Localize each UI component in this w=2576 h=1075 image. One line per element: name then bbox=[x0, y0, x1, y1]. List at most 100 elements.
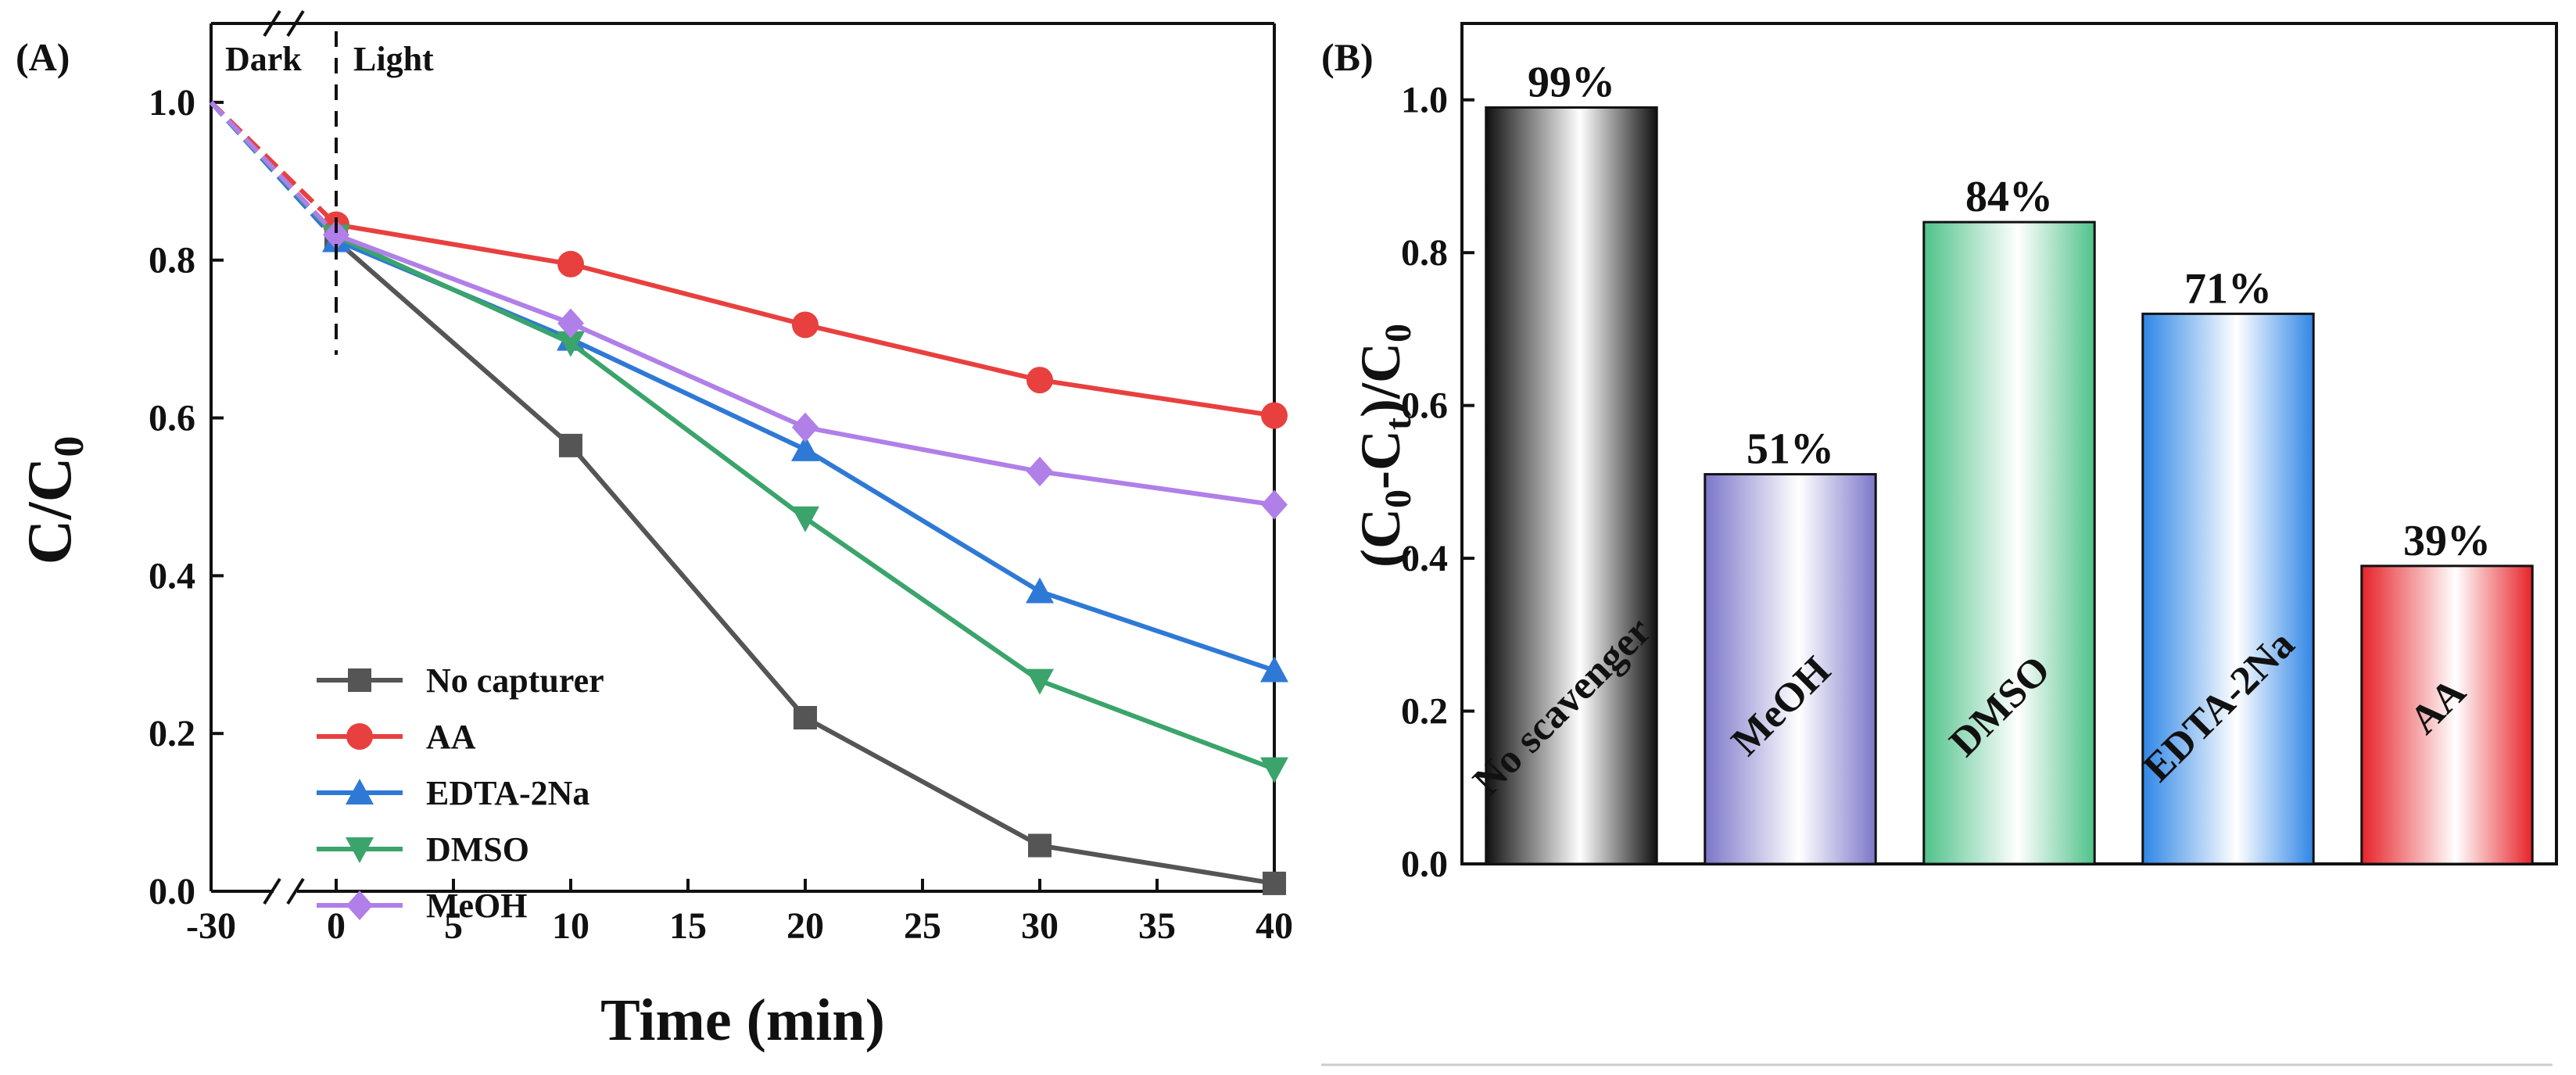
svg-text:C/C0: C/C0 bbox=[16, 436, 92, 565]
legend-marker bbox=[346, 890, 373, 920]
bar-chart-panel: (B) 0.00.20.40.60.81.0 99%No scavenger51… bbox=[1321, 22, 2558, 1066]
data-point bbox=[791, 435, 819, 461]
bar-chart-axes: 0.0 0.2 0.4 0.6 0.8 1.0 bbox=[1401, 22, 2558, 885]
y-tick-label: 0.4 bbox=[149, 555, 195, 597]
line-chart-axes bbox=[210, 9, 1276, 905]
bar-y-tick-label: 0.0 bbox=[1401, 844, 1448, 885]
series-meoh bbox=[209, 100, 1288, 520]
x-tick-label: 20 bbox=[786, 905, 824, 947]
legend-label: AA bbox=[426, 718, 476, 756]
bar-group: 99%No scavenger bbox=[1465, 59, 1660, 865]
data-point bbox=[1261, 489, 1288, 520]
legend-entry: No capturer bbox=[317, 661, 604, 700]
bar-value-label: 84% bbox=[1965, 173, 2053, 221]
legend-entry: EDTA-2Na bbox=[317, 774, 589, 812]
panel-label-b: (B) bbox=[1321, 35, 1374, 79]
y-tick-label: 0.6 bbox=[149, 398, 195, 439]
y-axis-title: C/C0 bbox=[16, 436, 92, 565]
legend-entry: MeOH bbox=[317, 887, 528, 925]
axis-break-top bbox=[263, 9, 305, 38]
dark-annotation: Dark bbox=[225, 40, 302, 78]
bar-value-label: 99% bbox=[1528, 59, 1615, 107]
y-tick-label: 1.0 bbox=[149, 82, 195, 124]
data-point bbox=[557, 308, 584, 339]
bar-y-title-sub-2: t bbox=[1378, 417, 1419, 430]
series-no-capturer bbox=[209, 100, 1286, 895]
data-point bbox=[1261, 402, 1288, 429]
series-aa bbox=[209, 100, 1288, 429]
bar bbox=[1704, 473, 1877, 865]
data-point bbox=[791, 506, 819, 532]
legend-label: MeOH bbox=[426, 887, 528, 925]
bar-y-title-part-1: (C bbox=[1349, 508, 1412, 568]
x-tick-label: -30 bbox=[186, 905, 236, 947]
bar-y-tick-label: 0.8 bbox=[1401, 232, 1448, 274]
legend-marker bbox=[348, 668, 371, 692]
bar-y-title-part-3: )/C bbox=[1349, 342, 1412, 417]
legend-label: No capturer bbox=[426, 661, 604, 700]
bar-y-tick-label: 0.6 bbox=[1401, 385, 1448, 427]
bar-group: 51%MeOH bbox=[1704, 425, 1877, 865]
data-point bbox=[1026, 577, 1054, 604]
bar bbox=[2360, 564, 2534, 865]
legend-marker bbox=[346, 837, 374, 863]
bar-y-axis-title: (C0-Ct)/C0 bbox=[1349, 324, 1419, 568]
series-line bbox=[335, 232, 1275, 507]
y-axis-title-main: C/C bbox=[16, 457, 84, 565]
data-point bbox=[557, 250, 584, 278]
data-point bbox=[794, 706, 817, 729]
legend-label: EDTA-2Na bbox=[426, 774, 589, 812]
line-chart-series bbox=[209, 100, 1288, 895]
x-tick-label: 10 bbox=[552, 905, 589, 947]
data-point bbox=[1260, 656, 1288, 683]
legend-marker bbox=[346, 723, 373, 750]
y-tick-label: 0.0 bbox=[149, 871, 195, 912]
bar-value-label: 39% bbox=[2403, 517, 2491, 565]
legend-label: DMSO bbox=[426, 830, 529, 869]
x-tick-label: 25 bbox=[904, 905, 941, 947]
line-chart-ticks: -30 0 5 10 15 20 25 30 35 40 0.0 0.2 0.4 0.6 0.8 1.0 bbox=[149, 82, 1293, 947]
bar bbox=[1922, 220, 2096, 865]
x-tick-label: 30 bbox=[1021, 905, 1059, 947]
data-point bbox=[1260, 757, 1288, 783]
data-point bbox=[1028, 833, 1052, 858]
svg-text:(C0-Ct)/C0: (C0-Ct)/C0 bbox=[1349, 324, 1419, 568]
series-dark-segment bbox=[209, 100, 339, 237]
bar-y-tick-label: 1.0 bbox=[1401, 80, 1448, 121]
bar-group: 71%EDTA-2Na bbox=[2135, 264, 2315, 865]
data-point bbox=[1026, 457, 1053, 487]
x-axis-title: Time (min) bbox=[600, 987, 885, 1053]
legend-entry: DMSO bbox=[317, 830, 529, 869]
legend-entry: AA bbox=[317, 718, 476, 756]
bar-y-tick-label: 0.2 bbox=[1401, 691, 1448, 733]
bar-value-label: 51% bbox=[1747, 425, 1834, 474]
x-tick-label: 35 bbox=[1138, 905, 1176, 947]
data-point bbox=[323, 220, 349, 250]
bar-group: 84%DMSO bbox=[1922, 173, 2096, 865]
data-point bbox=[792, 311, 819, 339]
line-chart-legend: No capturer AA EDTA-2Na DMSO MeOH bbox=[317, 661, 604, 925]
x-tick-label: 5 bbox=[444, 905, 463, 947]
data-point bbox=[557, 331, 585, 357]
line-chart-panel: (A) -30 0 5 10 15 20 25 30 35 40 0.0 0.2 0.4 0.6 0.8 1.… bbox=[16, 9, 1293, 1053]
bar-y-tick-label: 0.4 bbox=[1401, 538, 1448, 579]
data-point bbox=[1026, 367, 1053, 394]
x-tick-label: 40 bbox=[1256, 905, 1293, 947]
data-point bbox=[559, 433, 582, 457]
x-tick-label: 0 bbox=[327, 905, 346, 947]
y-tick-label: 0.2 bbox=[149, 713, 195, 754]
bar-y-title-part-2: -C bbox=[1349, 430, 1412, 489]
legend-marker bbox=[346, 779, 374, 804]
bar-group: 39%AA bbox=[2360, 517, 2534, 865]
x-tick-label: 15 bbox=[669, 905, 707, 947]
bar-y-title-sub-1: 0 bbox=[1378, 489, 1419, 508]
y-axis-title-subscript: 0 bbox=[45, 436, 92, 457]
data-point bbox=[1026, 668, 1054, 695]
bar-y-title-sub-3: 0 bbox=[1378, 324, 1419, 342]
bar bbox=[1485, 106, 1658, 865]
data-point bbox=[1263, 871, 1286, 895]
bar bbox=[2141, 312, 2315, 865]
y-tick-label: 0.8 bbox=[149, 240, 195, 281]
bar-chart-bars: 99%No scavenger 51%MeOH 84%DMSO71%EDTA-2Na… bbox=[1465, 59, 2534, 865]
